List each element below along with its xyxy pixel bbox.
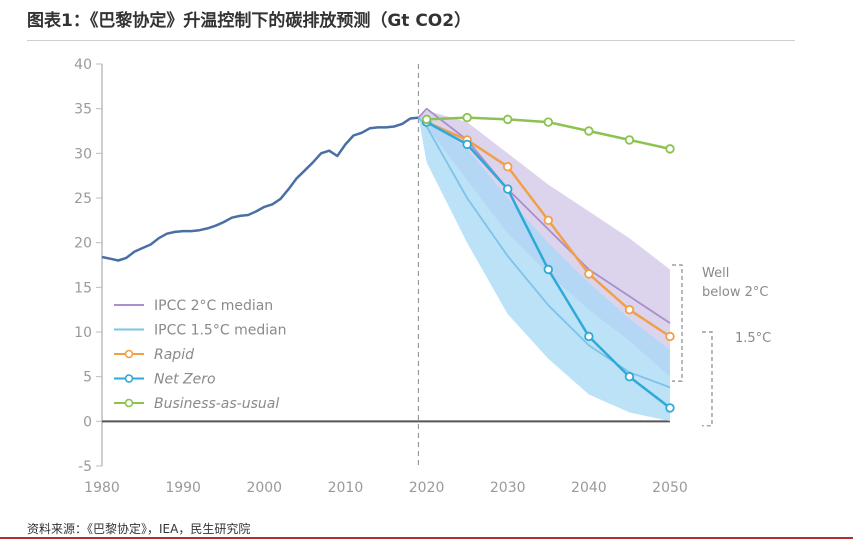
x-tick-label: 2050 — [652, 480, 688, 496]
page-title: 图表1：《巴黎协定》升温控制下的碳排放预测（Gt CO2） — [27, 11, 472, 31]
series-rapid-point — [543, 215, 553, 226]
legend-marker-netzero — [124, 374, 134, 383]
legend-label-bau: Business-as-usual — [154, 396, 279, 412]
y-tick-label: 25 — [74, 191, 92, 207]
legend-marker-bau — [124, 398, 134, 408]
series-rapid-point — [503, 162, 513, 172]
y-tick-label: 30 — [74, 146, 92, 162]
series-netzero-point — [624, 371, 635, 382]
x-tick-label: 1980 — [84, 480, 120, 496]
series-bau-point — [421, 114, 432, 125]
series-ipcc2-line — [417, 107, 671, 324]
series-netzero-point — [503, 184, 513, 194]
legend-label-netzero: Net Zero — [154, 372, 216, 388]
y-tick-label: 40 — [74, 57, 92, 73]
y-tick-label: -5 — [78, 459, 92, 475]
y-tick-label: 10 — [74, 325, 92, 341]
series-netzero-point — [462, 139, 472, 150]
y-tick-label: 5 — [83, 370, 92, 386]
historical-emissions-line — [101, 116, 419, 262]
bracket-well-below-2c — [672, 264, 683, 382]
series-rapid-point — [624, 304, 635, 315]
legend-marker-rapid — [124, 349, 134, 359]
series-netzero-point — [543, 264, 553, 275]
legend-label-rapid: Rapid — [154, 347, 194, 363]
y-tick-label: 20 — [74, 236, 92, 252]
y-tick-label: 0 — [83, 414, 92, 430]
series-bau-point — [665, 144, 675, 154]
series-netzero-point — [665, 403, 675, 413]
x-tick-label: 2040 — [571, 480, 607, 496]
annotation-well-2: below 2°C — [702, 285, 768, 300]
legend-label-ipcc2: IPCC 2°C median — [154, 298, 273, 314]
series-ipcc15-line — [417, 116, 671, 389]
x-tick-label: 2020 — [409, 480, 445, 496]
annotation-onefive-1: 1.5°C — [735, 331, 771, 346]
series-rapid-point — [584, 269, 594, 279]
series-bau-point — [624, 135, 635, 145]
bracket-1-5c — [702, 331, 713, 427]
series-bau-point — [543, 117, 553, 127]
y-tick-label: 15 — [74, 280, 92, 296]
x-tick-label: 2030 — [490, 480, 526, 496]
source-note: 资料来源：《巴黎协定》，IEA，民生研究院 — [27, 522, 251, 536]
series-bau-point — [503, 114, 513, 125]
series-bau-point — [584, 126, 594, 136]
legend-label-ipcc15: IPCC 1.5°C median — [154, 323, 287, 339]
series-netzero-point — [584, 331, 594, 342]
series-bau-point — [462, 112, 472, 123]
title-divider — [27, 40, 795, 41]
emissions-chart: -5 0 5 10 15 20 25 30 35 40 1980 1990 2000 2010 2020 20… — [74, 57, 771, 496]
x-tick-label: 2000 — [246, 480, 282, 496]
footer-divider — [0, 537, 853, 539]
x-tick-label: 2010 — [328, 480, 364, 496]
annotation-well-1: Well — [702, 266, 729, 281]
y-tick-label: 35 — [74, 102, 92, 118]
series-rapid-point — [665, 331, 675, 342]
x-tick-label: 1990 — [165, 480, 201, 496]
